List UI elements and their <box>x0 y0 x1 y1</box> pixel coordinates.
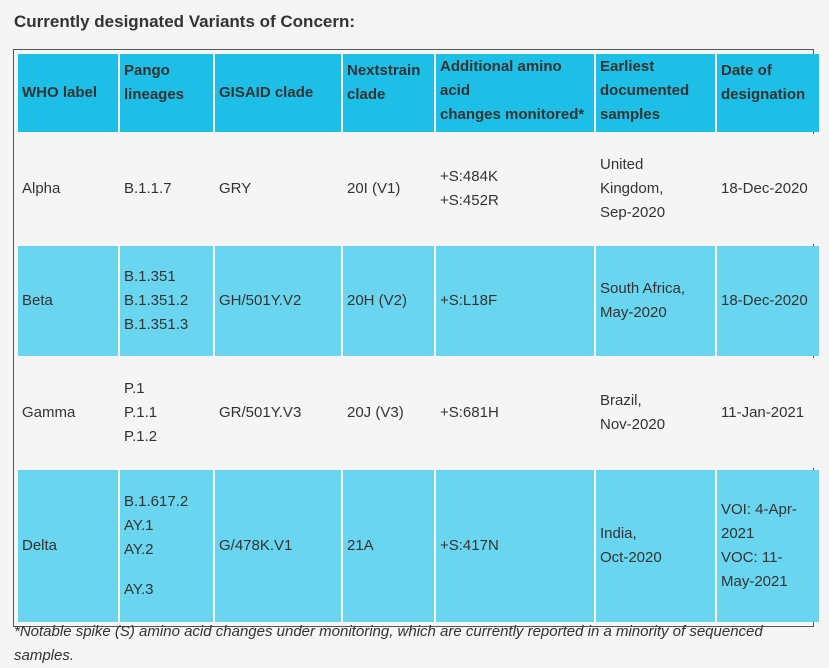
footnote: *Notable spike (S) amino acid changes un… <box>14 623 763 664</box>
cell-gisaid: GRY <box>215 134 341 244</box>
header-row: WHO label Pango lineages GISAID clade Ne… <box>18 54 819 132</box>
cell-who-label: Gamma <box>18 358 118 468</box>
page-title: Currently designated Variants of Concern… <box>14 12 356 31</box>
cell-amino: +S:417N <box>436 470 594 622</box>
cell-pango: B.1.351 B.1.351.2 B.1.351.3 <box>120 246 213 356</box>
header-date-of-designation: Date of designation <box>717 54 819 132</box>
cell-earliest: United Kingdom, Sep-2020 <box>596 134 715 244</box>
cell-gisaid: G/478K.V1 <box>215 470 341 622</box>
cell-pango: B.1.1.7 <box>120 134 213 244</box>
header-who-label: WHO label <box>18 54 118 132</box>
cell-gisaid: GR/501Y.V3 <box>215 358 341 468</box>
line-gap <box>124 562 209 578</box>
table-row-delta: Delta B.1.617.2 AY.1 AY.2 AY.3 G/478K.V1… <box>18 470 819 622</box>
cell-designation: 18-Dec-2020 <box>717 246 819 356</box>
header-nextstrain-clade: Nextstrain clade <box>343 54 434 132</box>
variants-table-container: WHO label Pango lineages GISAID clade Ne… <box>13 49 819 627</box>
cell-who-label: Delta <box>18 470 118 622</box>
cell-amino: +S:L18F <box>436 246 594 356</box>
cell-nextstrain: 20H (V2) <box>343 246 434 356</box>
table-body: Alpha B.1.1.7 GRY 20I (V1) +S:484K +S:45… <box>18 134 819 622</box>
header-gisaid-clade: GISAID clade <box>215 54 341 132</box>
cell-amino: +S:681H <box>436 358 594 468</box>
cell-gisaid: GH/501Y.V2 <box>215 246 341 356</box>
table-row-gamma: Gamma P.1 P.1.1 P.1.2 GR/501Y.V3 20J (V3… <box>18 358 819 468</box>
header-amino-acid-changes: Additional amino acid changes monitored* <box>436 54 594 132</box>
cell-designation: VOI: 4-Apr- 2021 VOC: 11- May-2021 <box>717 470 819 622</box>
cell-designation: 11-Jan-2021 <box>717 358 819 468</box>
cell-earliest: Brazil, Nov-2020 <box>596 358 715 468</box>
variants-table: WHO label Pango lineages GISAID clade Ne… <box>16 52 821 624</box>
cell-nextstrain: 21A <box>343 470 434 622</box>
cell-earliest: India, Oct-2020 <box>596 470 715 622</box>
cell-nextstrain: 20J (V3) <box>343 358 434 468</box>
header-earliest-samples: Earliest documented samples <box>596 54 715 132</box>
table-header: WHO label Pango lineages GISAID clade Ne… <box>18 54 819 132</box>
cell-earliest: South Africa, May-2020 <box>596 246 715 356</box>
cell-amino: +S:484K +S:452R <box>436 134 594 244</box>
cell-pango: P.1 P.1.1 P.1.2 <box>120 358 213 468</box>
cell-who-label: Beta <box>18 246 118 356</box>
cell-who-label: Alpha <box>18 134 118 244</box>
cell-pango: B.1.617.2 AY.1 AY.2 AY.3 <box>120 470 213 622</box>
table-row-beta: Beta B.1.351 B.1.351.2 B.1.351.3 GH/501Y… <box>18 246 819 356</box>
table-row-alpha: Alpha B.1.1.7 GRY 20I (V1) +S:484K +S:45… <box>18 134 819 244</box>
header-pango-lineages: Pango lineages <box>120 54 213 132</box>
cell-designation: 18-Dec-2020 <box>717 134 819 244</box>
cell-nextstrain: 20I (V1) <box>343 134 434 244</box>
